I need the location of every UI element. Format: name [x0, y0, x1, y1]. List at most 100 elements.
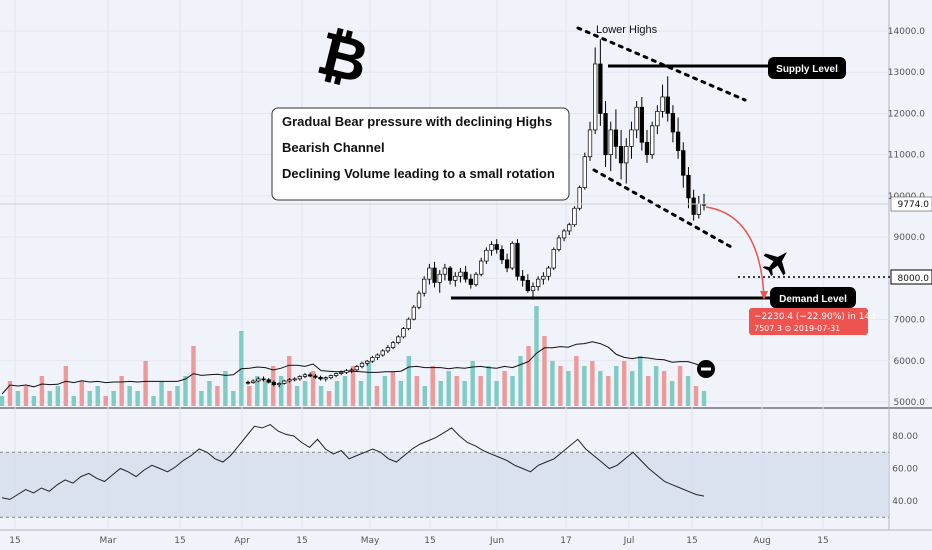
candle-body — [401, 328, 406, 338]
volume-bar — [398, 381, 404, 406]
candle-body — [691, 197, 696, 215]
x-tick-label: May — [361, 536, 380, 546]
candle-body — [287, 379, 292, 382]
volume-bar — [71, 396, 76, 406]
current-price-tag: 9774.0 — [890, 196, 932, 212]
volume-bar — [645, 376, 651, 406]
candle-body — [499, 249, 505, 261]
supply-level-tag: Supply Level — [768, 57, 846, 79]
volume-bar — [542, 336, 547, 406]
candle-body — [510, 242, 515, 269]
rsi-tick-label: 80.00 — [892, 432, 918, 442]
candle-body — [442, 267, 448, 275]
x-tick-label: Mar — [100, 536, 117, 546]
candle-body — [582, 156, 587, 188]
candle-body — [629, 129, 634, 147]
x-tick-label: Jun — [489, 536, 504, 546]
annotation-textbox: Gradual Bear pressure with declining Hig… — [271, 107, 570, 201]
rsi-band — [0, 452, 889, 518]
volume-bar — [23, 386, 29, 406]
y-tick-label: 12000.0 — [888, 109, 925, 119]
candle-body — [458, 271, 463, 277]
volume-bar — [271, 366, 276, 406]
volume-bar — [199, 391, 204, 406]
candle-body — [504, 259, 510, 269]
volume-bar — [606, 376, 611, 406]
volume-bar — [135, 391, 140, 406]
candle-body — [468, 278, 473, 285]
volume-bar — [526, 346, 531, 406]
volume-bar — [590, 361, 595, 406]
candle-body — [650, 125, 655, 156]
x-tick-label: Jul — [623, 536, 635, 546]
channel-upper-line — [576, 26, 747, 102]
candle-body — [297, 376, 302, 380]
volume-bar — [566, 371, 571, 406]
candle-body — [344, 370, 349, 373]
rsi-tick-label: 40.00 — [892, 497, 918, 507]
rsi-layer — [1, 424, 705, 500]
channel-lower-line — [592, 168, 735, 250]
volume-bar — [183, 376, 188, 406]
x-tick-label: 15 — [9, 536, 20, 546]
volume-bar — [191, 346, 196, 406]
volume-bar — [175, 386, 180, 406]
projection-line-1: −2230.4 (−22.90%) in 14d — [754, 312, 876, 322]
candle-body — [447, 267, 453, 281]
minus-circle-icon[interactable] — [697, 360, 715, 378]
volume-bar — [574, 356, 579, 406]
y-tick-label: 13000.0 — [888, 68, 925, 78]
candle-body — [556, 237, 562, 250]
projection-label: −2230.4 (−22.90%) in 14d 7507.3 ⊙ 2019-0… — [749, 308, 876, 335]
volume-bar — [263, 381, 268, 406]
volume-bar — [438, 381, 443, 406]
candle-body — [665, 96, 670, 114]
volume-bar — [510, 376, 515, 406]
volume-bar — [502, 371, 507, 406]
svg-text:Demand Level: Demand Level — [779, 294, 847, 305]
volume-bar — [47, 391, 53, 406]
volume-bar — [669, 381, 675, 406]
candle-body — [608, 129, 613, 156]
volume-bar — [701, 391, 707, 406]
candle-body — [577, 187, 582, 209]
candle-body — [359, 362, 365, 367]
candle-body — [489, 244, 494, 251]
candle-body — [390, 342, 396, 348]
projection-arrow-line — [705, 206, 765, 299]
candle-body — [349, 369, 354, 372]
candle-body — [266, 379, 271, 383]
volume-bar — [661, 371, 667, 406]
candle-body — [473, 273, 479, 285]
candle-body — [670, 113, 676, 133]
candle-body — [318, 376, 323, 380]
volume-bar — [534, 306, 539, 406]
volume-bar — [622, 361, 627, 406]
candle-body — [541, 275, 546, 280]
candle-body — [245, 381, 251, 384]
candle-body — [292, 378, 297, 381]
volume-bar — [422, 386, 427, 406]
volume-bar — [558, 366, 563, 406]
rsi-band-layer — [0, 451, 889, 518]
volume-bar — [167, 391, 172, 406]
volume-ma-layer — [1, 341, 705, 395]
volume-bar — [55, 386, 61, 406]
x-tick-label: 15 — [424, 536, 435, 546]
volume-bar — [294, 386, 300, 406]
candle-body — [323, 377, 328, 380]
rsi-line — [1, 424, 705, 500]
volume-bar — [119, 376, 124, 406]
volume-bar — [598, 371, 603, 406]
candle-body — [639, 106, 644, 143]
fighter-jet-icon — [762, 252, 787, 277]
volume-bar — [693, 386, 699, 406]
volume-bar — [406, 356, 412, 406]
candle-body — [380, 350, 385, 356]
candle-body — [308, 374, 313, 377]
candle-body — [370, 357, 375, 362]
volume-bar — [247, 386, 252, 406]
candle-body — [587, 129, 593, 158]
